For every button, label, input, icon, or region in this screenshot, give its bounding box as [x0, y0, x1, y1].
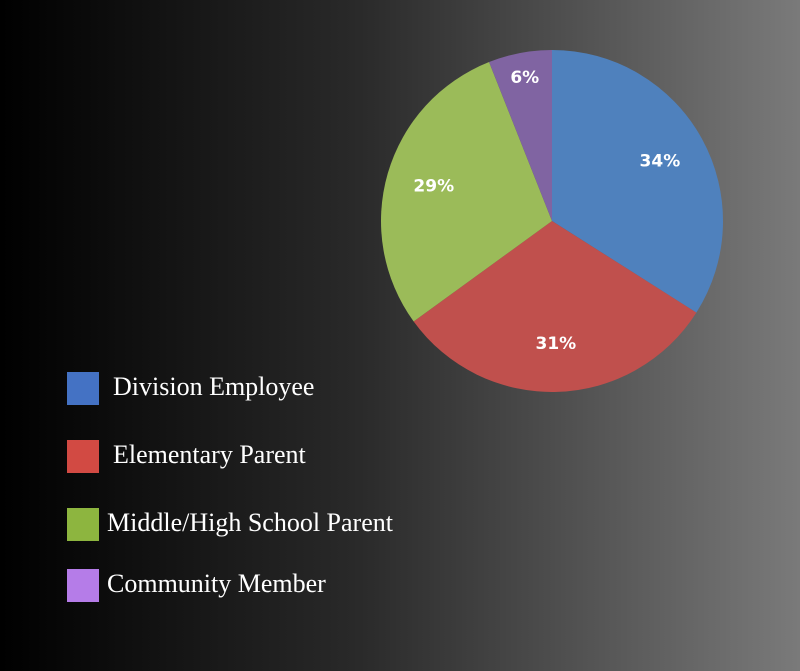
data-label: 34%: [640, 152, 681, 172]
legend-label: Middle/High School Parent: [107, 508, 394, 537]
data-label: 6%: [510, 68, 539, 88]
pie-slice: [380, 62, 552, 322]
legend-label: Division Employee: [113, 372, 314, 401]
legend-swatch: [67, 372, 99, 405]
legend-swatch: [67, 569, 99, 602]
pie-slice: [552, 50, 723, 313]
legend-label: Elementary Parent: [113, 440, 307, 469]
data-label: 31%: [536, 334, 577, 354]
pie-slice: [489, 50, 552, 221]
legend-swatch: [67, 440, 99, 473]
legend-swatch: [67, 508, 99, 541]
pie-slice: [413, 221, 697, 393]
data-label: 29%: [413, 177, 454, 197]
legend-label: Community Member: [107, 569, 326, 598]
